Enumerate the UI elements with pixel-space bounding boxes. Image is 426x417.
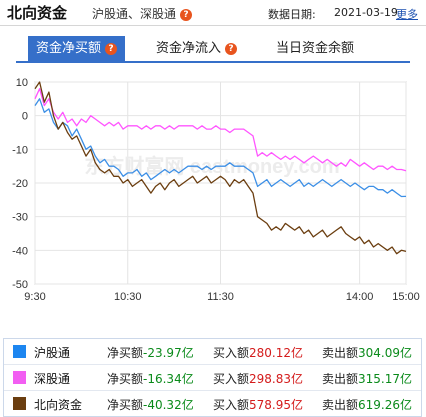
buy-cell: 买入额578.95亿	[213, 396, 303, 413]
x-tick-label: 9:30	[24, 291, 45, 303]
date-label: 数据日期:	[268, 8, 316, 21]
y-tick-label: -40	[12, 245, 28, 257]
y-tick-label: -20	[12, 178, 28, 190]
y-tick-label: -10	[12, 144, 28, 156]
page-subtitle: 沪股通、深股通?	[92, 5, 193, 22]
sell-cell: 卖出额304.09亿	[322, 344, 412, 361]
tab-net-buy[interactable]: 资金净买额?	[28, 36, 126, 62]
sell-label: 卖出额	[322, 398, 359, 412]
net-buy-cell: 净买额-40.32亿	[107, 396, 194, 413]
net-buy-label: 净买额	[107, 372, 144, 386]
tab-net-buy-label: 资金净买额	[36, 41, 102, 56]
subtitle-text: 沪股通、深股通	[92, 7, 177, 21]
sell-value: 315.17亿	[358, 372, 413, 386]
buy-cell: 买入额280.12亿	[213, 344, 303, 361]
y-tick-label: -50	[12, 279, 28, 291]
help-icon[interactable]: ?	[105, 43, 118, 55]
northbound-flow-chart: 东方财富网 eastmoney.com 10 0 -10 -20 -30 -40 -50 9…	[12, 77, 420, 303]
help-icon[interactable]: ?	[225, 43, 238, 55]
tab-net-inflow-label: 资金净流入	[156, 41, 222, 56]
sell-cell: 卖出额315.17亿	[322, 370, 412, 387]
x-tick-label: 10:30	[114, 291, 142, 303]
net-buy-label: 净买额	[107, 398, 144, 412]
net-buy-value: -23.97亿	[143, 346, 194, 360]
net-buy-cell: 净买额-23.97亿	[107, 344, 194, 361]
series-line-1	[34, 88, 407, 172]
sell-label: 卖出额	[322, 346, 359, 360]
tab-bar: 资金净买额? 资金净流入? 当日资金余额	[0, 36, 426, 62]
net-buy-value: -16.34亿	[143, 372, 194, 386]
x-tick-label: 14:00	[346, 291, 374, 303]
tab-net-inflow[interactable]: 资金净流入?	[156, 36, 238, 62]
net-buy-value: -40.32亿	[143, 398, 194, 412]
net-buy-label: 净买额	[107, 346, 144, 360]
y-tick-label: 10	[16, 77, 28, 89]
net-buy-cell: 净买额-16.34亿	[107, 370, 194, 387]
sell-label: 卖出额	[322, 372, 359, 386]
y-tick-label: 0	[22, 111, 28, 123]
tab-daily-balance[interactable]: 当日资金余额	[276, 36, 354, 62]
buy-label: 买入额	[213, 346, 250, 360]
legend-swatch	[13, 371, 26, 384]
more-link[interactable]: 更多	[396, 8, 418, 21]
x-tick-label: 15:00	[392, 291, 420, 303]
table-row: 北向资金 净买额-40.32亿 买入额578.95亿 卖出额619.26亿	[4, 391, 421, 416]
series-name: 深股通	[34, 372, 71, 386]
header: 北向资金 沪股通、深股通? 数据日期: 2021-03-19 更多	[0, 0, 426, 26]
table-row: 深股通 净买额-16.34亿 买入额298.83亿 卖出额315.17亿	[4, 365, 421, 391]
sell-value: 619.26亿	[358, 398, 413, 412]
sell-cell: 卖出额619.26亿	[322, 396, 412, 413]
x-tick-label: 11:30	[207, 291, 234, 303]
buy-value: 280.12亿	[249, 346, 304, 360]
y-tick-label: -30	[12, 212, 28, 224]
tab-daily-balance-label: 当日资金余额	[276, 41, 355, 56]
buy-value: 298.83亿	[249, 372, 304, 386]
page-title: 北向资金	[7, 4, 68, 22]
summary-table: 沪股通 净买额-23.97亿 买入额280.12亿 卖出额304.09亿 深股通…	[3, 338, 422, 417]
tab-underline	[16, 61, 410, 63]
watermark: 东方财富网 eastmoney.com	[84, 154, 339, 178]
series-name: 沪股通	[34, 346, 71, 360]
header-divider	[0, 25, 426, 26]
legend-swatch	[13, 345, 26, 358]
date-value: 2021-03-19	[334, 6, 398, 19]
series-name: 北向资金	[34, 398, 83, 412]
legend-swatch	[13, 397, 26, 410]
buy-cell: 买入额298.83亿	[213, 370, 303, 387]
table-row: 沪股通 净买额-23.97亿 买入额280.12亿 卖出额304.09亿	[4, 339, 421, 365]
series-line-2	[34, 81, 407, 255]
buy-label: 买入额	[213, 398, 250, 412]
series-line-0	[34, 98, 407, 198]
buy-value: 578.95亿	[249, 398, 304, 412]
help-icon[interactable]: ?	[180, 9, 193, 21]
buy-label: 买入额	[213, 372, 250, 386]
sell-value: 304.09亿	[358, 346, 413, 360]
